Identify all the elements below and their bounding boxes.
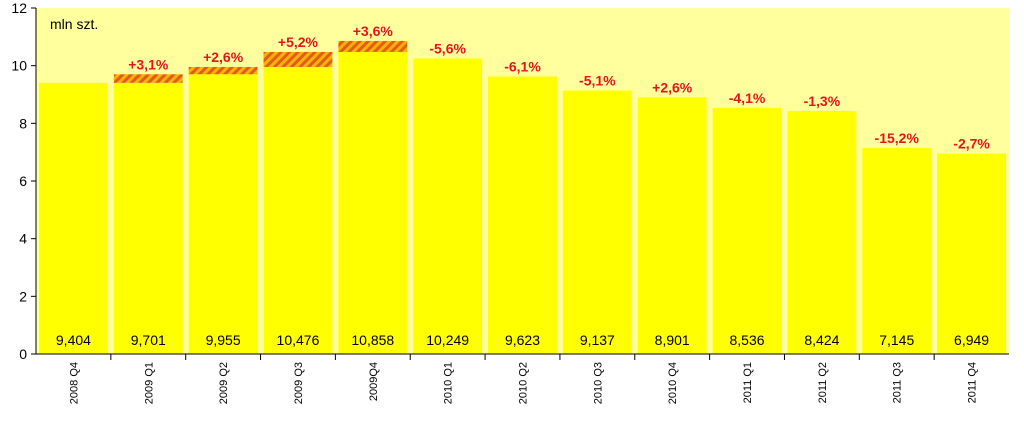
x-tick-label-3: 2009 Q3 — [293, 362, 305, 404]
bar-increment-3 — [263, 51, 333, 67]
x-tick-label-8: 2010 Q4 — [667, 362, 679, 404]
y-tick-label-0: 0 — [19, 346, 27, 362]
y-tick-label-6: 12 — [11, 0, 27, 16]
x-tick-label-9: 2011 Q1 — [742, 362, 754, 403]
change-label-12: -2,7% — [953, 136, 990, 152]
y-tick-label-1: 2 — [19, 288, 27, 304]
value-label-8: 8,901 — [655, 332, 690, 348]
change-label-2: +2,6% — [203, 49, 244, 65]
bar-increment-4 — [338, 40, 408, 52]
y-tick-label-4: 8 — [19, 115, 27, 131]
bar-increment-1 — [113, 74, 183, 83]
bar-5 — [413, 58, 483, 354]
x-tick-label-2: 2009 Q2 — [218, 362, 230, 404]
bar-1 — [113, 82, 183, 355]
change-label-9: -4,1% — [729, 90, 766, 106]
bar-8 — [637, 97, 707, 355]
bar-0 — [39, 82, 108, 355]
bar-10 — [787, 111, 857, 354]
value-label-6: 9,623 — [505, 332, 540, 348]
bar-2 — [188, 74, 258, 354]
x-tick-label-0: 2008 Q4 — [68, 362, 80, 404]
change-label-4: +3,6% — [353, 23, 394, 39]
bar-6 — [488, 76, 557, 354]
change-label-8: +2,6% — [652, 79, 693, 95]
change-label-10: -1,3% — [804, 93, 841, 109]
y-tick-label-5: 10 — [11, 58, 27, 74]
x-tick-label-10: 2011 Q2 — [817, 362, 829, 403]
value-label-1: 9,701 — [131, 332, 166, 348]
value-label-7: 9,137 — [580, 332, 615, 348]
y-tick-label-2: 4 — [19, 231, 27, 247]
x-tick-label-1: 2009 Q1 — [143, 362, 155, 404]
value-label-11: 7,145 — [879, 332, 914, 348]
x-tick-label-7: 2010 Q3 — [592, 362, 604, 404]
unit-label: mln szt. — [50, 16, 98, 32]
change-label-5: -5,6% — [429, 40, 466, 56]
x-tick-label-12: 2011 Q4 — [967, 362, 979, 403]
change-label-1: +3,1% — [128, 56, 169, 72]
bar-9 — [712, 107, 782, 355]
x-tick-label-4: 2009Q4 — [368, 362, 380, 401]
bar-11 — [862, 147, 932, 354]
x-tick-label-6: 2010 Q2 — [518, 362, 530, 404]
bar-increment-2 — [188, 66, 258, 75]
value-label-2: 9,955 — [206, 332, 241, 348]
x-tick-label-11: 2011 Q3 — [892, 362, 904, 403]
value-label-3: 10,476 — [277, 332, 320, 348]
change-label-7: -5,1% — [579, 73, 616, 89]
bar-12 — [937, 153, 1006, 354]
value-label-12: 6,949 — [954, 332, 989, 348]
value-label-10: 8,424 — [804, 332, 839, 348]
change-label-11: -15,2% — [875, 130, 920, 146]
bar-4 — [338, 51, 408, 354]
value-label-9: 8,536 — [730, 332, 765, 348]
value-label-4: 10,858 — [351, 332, 394, 348]
value-label-0: 9,404 — [56, 332, 91, 348]
bar-3 — [263, 66, 333, 354]
bar-7 — [562, 90, 632, 354]
change-label-6: -6,1% — [504, 59, 541, 75]
y-tick-label-3: 6 — [19, 173, 27, 189]
value-label-5: 10,249 — [426, 332, 469, 348]
change-label-3: +5,2% — [278, 34, 319, 50]
x-tick-label-5: 2010 Q1 — [443, 362, 455, 404]
